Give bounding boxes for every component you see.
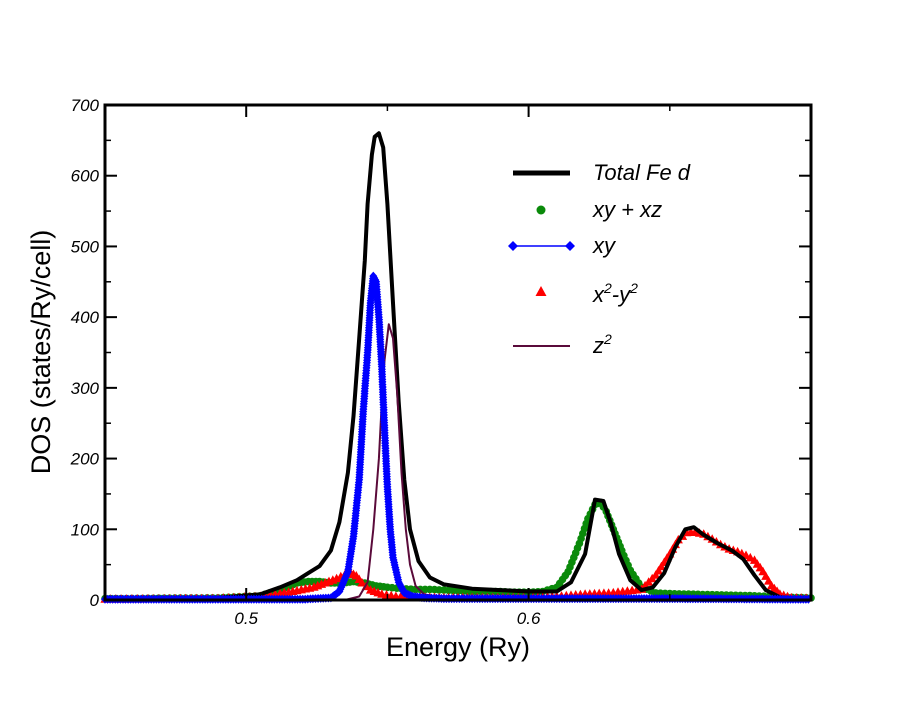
y-axis-title: DOS (states/Ry/cell) <box>26 230 56 475</box>
legend-swatch-xyxz <box>536 205 546 215</box>
legend-label-total: Total Fe d <box>593 160 691 185</box>
legend-label-xyxz: xy + xz <box>592 197 662 222</box>
y-tick-label: 0 <box>90 591 100 610</box>
data-point-x2y2 <box>656 561 666 571</box>
legend: Total Fe d xy + xz xy x2-y2 z2 <box>508 160 691 358</box>
series-xy <box>101 271 813 604</box>
x-axis-title: Energy (Ry) <box>386 632 530 662</box>
y-tick-label: 700 <box>71 96 100 115</box>
data-point-x2y2 <box>357 578 367 587</box>
series-total <box>104 131 811 601</box>
y-tick-label: 500 <box>71 237 100 256</box>
series-line-z2 <box>105 323 812 601</box>
y-tick-label: 200 <box>70 450 100 469</box>
series-layer <box>100 131 815 604</box>
series-z2 <box>105 323 812 601</box>
legend-swatch-xy-marker-right <box>565 241 575 251</box>
data-point-x2y2 <box>651 570 661 579</box>
x-tick-label: 0.6 <box>517 609 541 628</box>
legend-label-z2: z2 <box>592 331 612 358</box>
legend-label-x2y2: x2-y2 <box>592 280 638 307</box>
legend-swatch-x2y2 <box>535 286 547 296</box>
legend-swatch-xy-marker-left <box>508 241 518 251</box>
plot-frame <box>103 103 813 602</box>
x-tick-label: 0.5 <box>234 609 258 628</box>
axis-ticks: 0 100 200 300 400 500 600 700 0.5 0.6 <box>70 96 812 628</box>
y-tick-label: 300 <box>71 379 100 398</box>
legend-label-xy: xy <box>592 233 617 258</box>
y-tick-label: 600 <box>71 167 100 186</box>
y-tick-label: 100 <box>71 520 100 539</box>
y-tick-label: 400 <box>71 308 100 327</box>
series-line-total <box>104 131 811 601</box>
series-line-xy <box>105 273 812 600</box>
